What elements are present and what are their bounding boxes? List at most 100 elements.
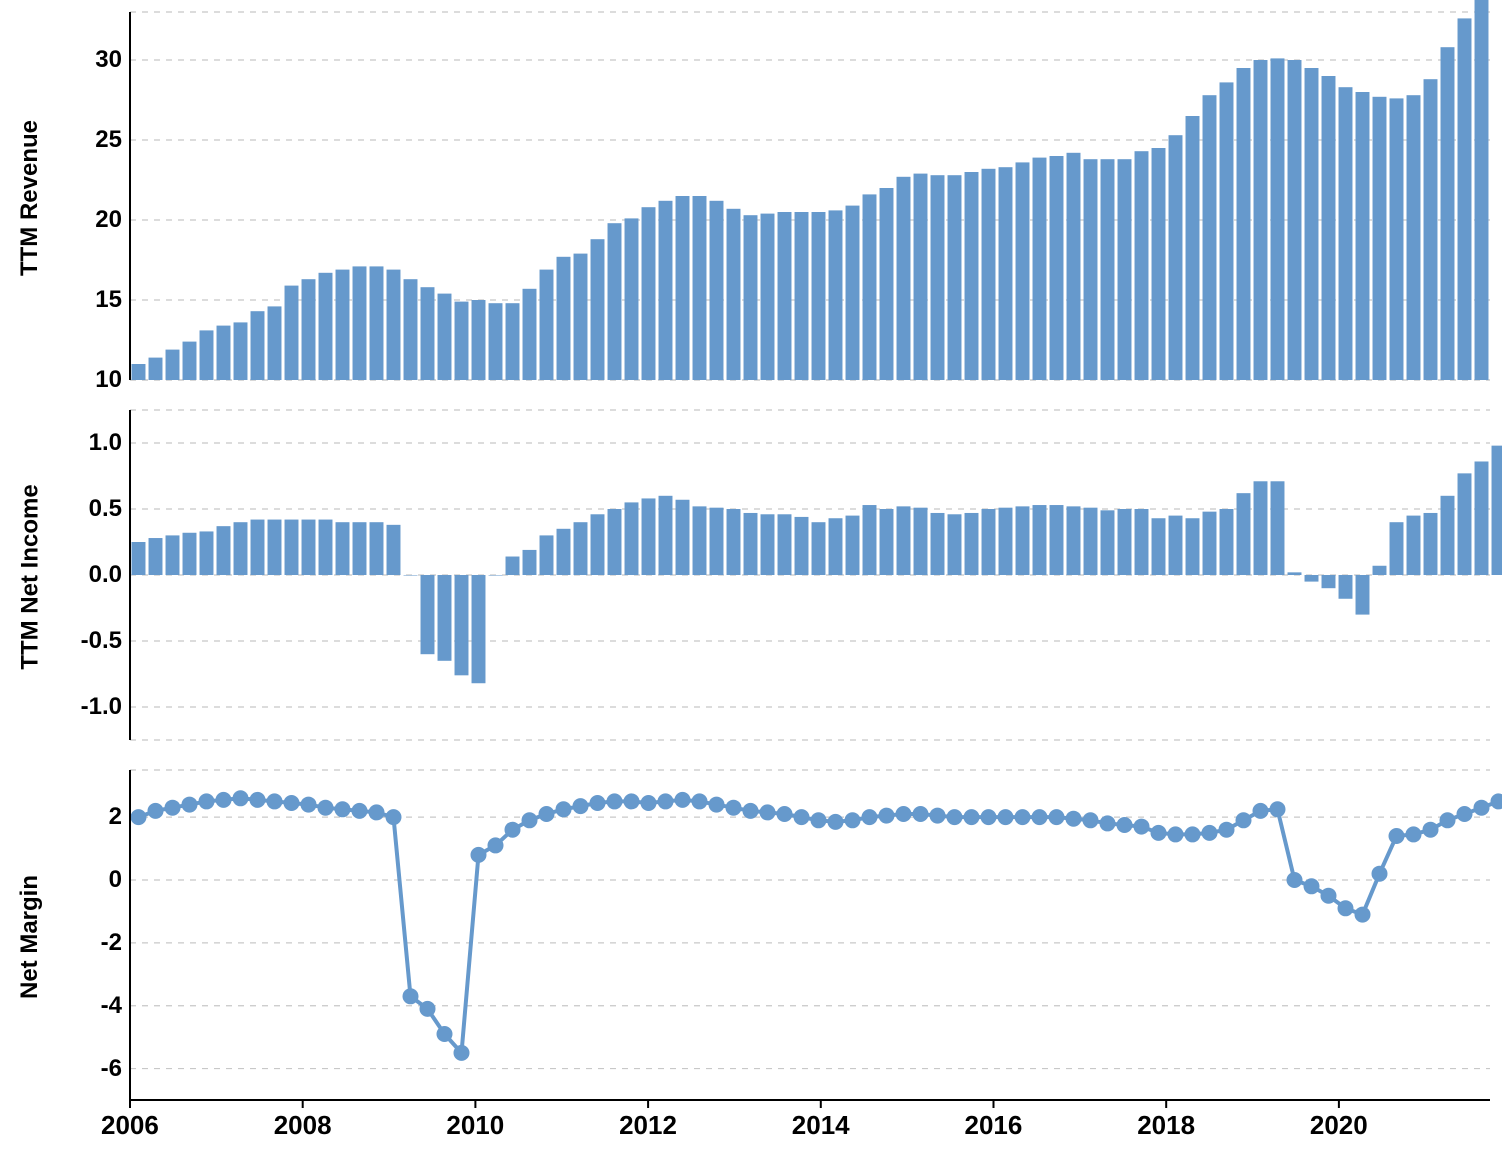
marker	[1100, 815, 1116, 831]
marker	[981, 809, 997, 825]
bar	[1135, 509, 1149, 575]
bar	[421, 287, 435, 380]
marker	[1168, 826, 1184, 842]
y-tick-label: 1.0	[89, 429, 122, 457]
bar	[1152, 148, 1166, 380]
bar	[1339, 575, 1353, 599]
marker	[1304, 878, 1320, 894]
y-tick-label: -6	[101, 1055, 122, 1083]
marker	[1083, 812, 1099, 828]
bar	[1016, 162, 1030, 380]
bar	[438, 575, 452, 661]
bar	[523, 289, 537, 380]
bar	[591, 514, 605, 575]
y-tick-label: -2	[101, 929, 122, 957]
bar	[846, 516, 860, 575]
y-axis-label-revenue: TTM Revenue	[16, 120, 44, 276]
bar	[829, 518, 843, 575]
bar	[693, 196, 707, 380]
marker	[1491, 793, 1502, 809]
marker	[964, 809, 980, 825]
bar	[523, 550, 537, 575]
marker	[216, 792, 232, 808]
bar	[608, 509, 622, 575]
bar	[1050, 505, 1064, 575]
bar	[387, 270, 401, 380]
marker	[1151, 825, 1167, 841]
bar	[557, 529, 571, 575]
marker	[726, 800, 742, 816]
marker	[403, 988, 419, 1004]
bar	[1424, 513, 1438, 575]
bar	[1441, 47, 1455, 380]
marker	[1049, 809, 1065, 825]
bar	[1067, 153, 1081, 380]
marker	[828, 814, 844, 830]
bar	[897, 506, 911, 575]
marker	[692, 793, 708, 809]
bar	[1305, 68, 1319, 380]
bar	[608, 223, 622, 380]
marker	[675, 792, 691, 808]
marker	[1474, 800, 1490, 816]
marker	[658, 793, 674, 809]
bar	[183, 342, 197, 380]
bar	[404, 279, 418, 380]
x-tick-label: 2018	[1137, 1110, 1195, 1141]
bar	[1186, 116, 1200, 380]
bar	[217, 326, 231, 380]
bar	[200, 531, 214, 575]
marker	[777, 806, 793, 822]
marker	[1355, 907, 1371, 923]
marker	[420, 1001, 436, 1017]
bar	[574, 254, 588, 380]
bar	[795, 212, 809, 380]
marker	[862, 809, 878, 825]
bar	[1203, 95, 1217, 380]
bar	[897, 177, 911, 380]
marker	[233, 790, 249, 806]
bar	[965, 513, 979, 575]
bar	[1339, 87, 1353, 380]
bar	[1033, 158, 1047, 380]
bar	[1033, 505, 1047, 575]
bar	[693, 506, 707, 575]
bar	[1016, 506, 1030, 575]
bar	[234, 522, 248, 575]
marker	[1219, 822, 1235, 838]
marker	[879, 808, 895, 824]
y-tick-label: 0.0	[89, 561, 122, 589]
bar	[1271, 58, 1285, 380]
bar	[1356, 575, 1370, 615]
bar	[676, 500, 690, 575]
bar	[982, 169, 996, 380]
marker	[743, 803, 759, 819]
marker	[896, 806, 912, 822]
marker	[1321, 888, 1337, 904]
marker	[505, 822, 521, 838]
bar	[1475, 461, 1489, 575]
y-tick-label: -0.5	[81, 627, 122, 655]
bar	[506, 557, 520, 575]
bar	[353, 266, 367, 380]
marker	[1202, 825, 1218, 841]
marker	[1134, 819, 1150, 835]
marker	[1117, 817, 1133, 833]
bar	[404, 575, 418, 576]
marker	[148, 803, 164, 819]
marker	[1066, 811, 1082, 827]
bar	[778, 212, 792, 380]
bar	[1288, 572, 1302, 575]
bar	[1101, 159, 1115, 380]
bar	[1492, 446, 1502, 575]
bar	[710, 201, 724, 380]
marker	[590, 795, 606, 811]
bar	[1169, 516, 1183, 575]
x-tick-label: 2010	[446, 1110, 504, 1141]
bar	[1203, 512, 1217, 575]
bar	[1254, 60, 1268, 380]
bar	[540, 535, 554, 575]
bar	[1458, 18, 1472, 380]
bar	[1101, 510, 1115, 575]
bar	[217, 526, 231, 575]
